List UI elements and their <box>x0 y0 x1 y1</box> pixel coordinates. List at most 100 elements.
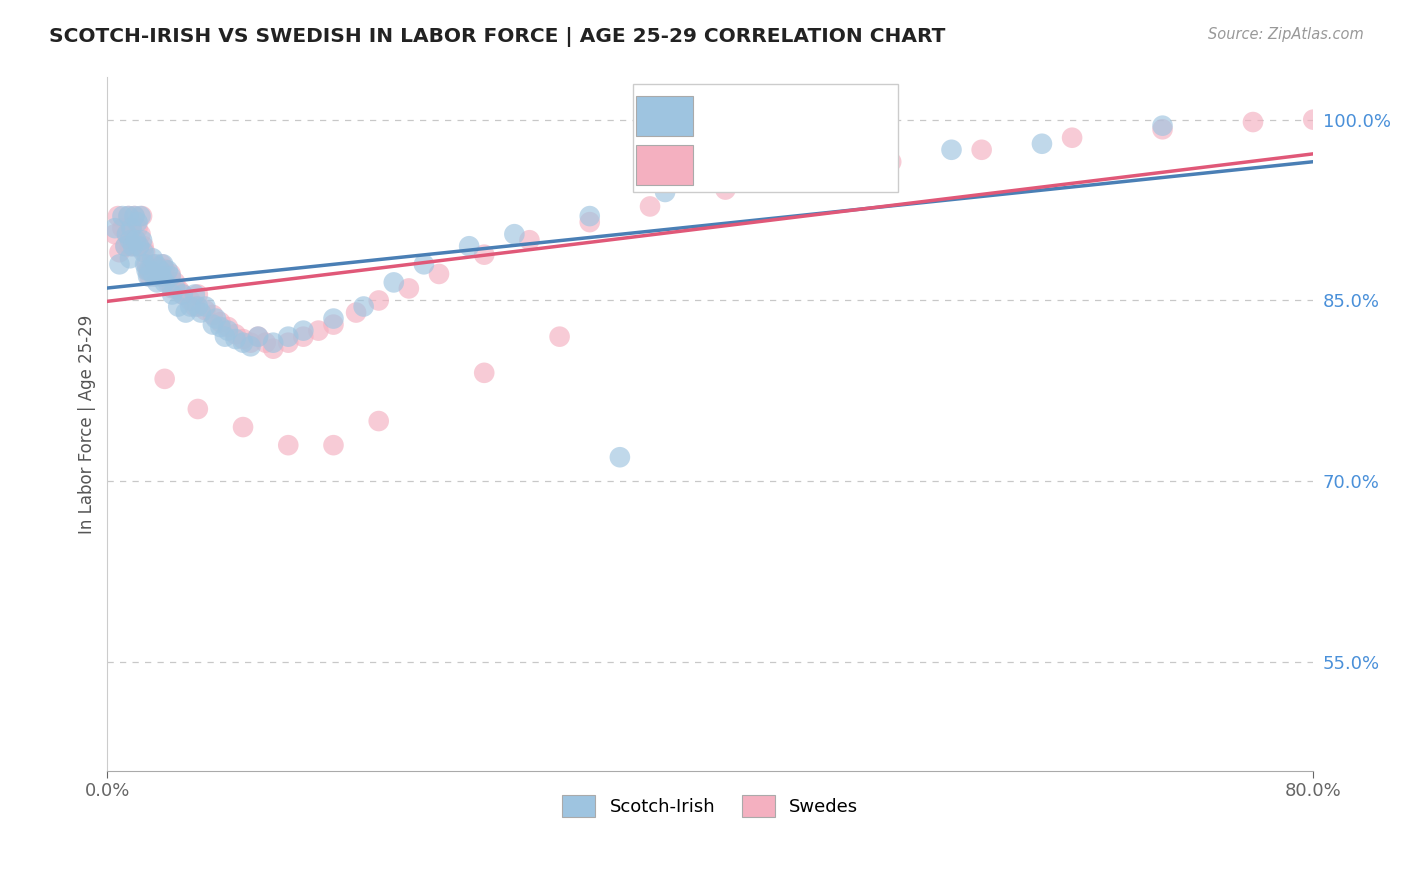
Point <box>187 402 209 417</box>
Point <box>638 199 661 213</box>
Point <box>179 300 201 314</box>
Point <box>115 227 138 242</box>
Text: Source: ZipAtlas.com: Source: ZipAtlas.com <box>1208 27 1364 42</box>
Point <box>143 263 166 277</box>
Point <box>1241 115 1264 129</box>
Point <box>472 366 495 380</box>
Point <box>136 269 159 284</box>
Point <box>654 185 676 199</box>
Point <box>128 239 150 253</box>
Point <box>136 263 159 277</box>
Point <box>232 335 254 350</box>
Point <box>322 311 344 326</box>
Point <box>1062 130 1084 145</box>
Point <box>159 267 181 281</box>
Point <box>127 221 149 235</box>
Point <box>138 269 160 284</box>
Point <box>194 300 217 314</box>
Point <box>217 324 239 338</box>
Point <box>132 245 155 260</box>
Point <box>121 221 143 235</box>
Point <box>239 339 262 353</box>
Point <box>149 267 172 281</box>
Point <box>262 342 284 356</box>
Point <box>160 287 183 301</box>
Point <box>156 276 179 290</box>
Point <box>150 257 173 271</box>
Text: R = 0.553   N = 77: R = 0.553 N = 77 <box>710 150 882 169</box>
Point <box>108 245 131 260</box>
Legend: Scotch-Irish, Swedes: Scotch-Irish, Swedes <box>555 788 866 824</box>
Point <box>790 167 813 181</box>
Point <box>247 329 270 343</box>
Point <box>145 257 167 271</box>
Point <box>209 320 232 334</box>
Point <box>413 257 436 271</box>
Point <box>344 305 367 319</box>
Point <box>128 239 150 253</box>
Point <box>277 438 299 452</box>
Point <box>134 257 156 271</box>
Point <box>232 420 254 434</box>
Point <box>139 263 162 277</box>
Point <box>135 257 157 271</box>
Point <box>503 227 526 242</box>
Point <box>172 287 194 301</box>
Point <box>209 315 232 329</box>
Point <box>104 227 127 242</box>
Point <box>132 239 155 253</box>
Point <box>117 209 139 223</box>
Point <box>239 335 262 350</box>
Point <box>548 329 571 343</box>
Point <box>187 300 209 314</box>
Point <box>131 233 153 247</box>
Point <box>609 450 631 465</box>
Point <box>179 293 201 308</box>
Point <box>578 215 600 229</box>
Point <box>108 257 131 271</box>
Point <box>146 276 169 290</box>
Point <box>1152 119 1174 133</box>
Point <box>277 335 299 350</box>
Point <box>353 300 375 314</box>
Point <box>307 324 329 338</box>
Point <box>146 260 169 274</box>
Point <box>472 248 495 262</box>
Point <box>849 154 872 169</box>
Point <box>322 318 344 332</box>
Point <box>519 233 541 247</box>
Point <box>427 267 450 281</box>
Point <box>138 263 160 277</box>
Point <box>142 252 165 266</box>
Point <box>114 239 136 253</box>
Point <box>190 305 212 319</box>
Point <box>880 154 903 169</box>
Point <box>129 209 152 223</box>
Point <box>156 263 179 277</box>
Text: SCOTCH-IRISH VS SWEDISH IN LABOR FORCE | AGE 25-29 CORRELATION CHART: SCOTCH-IRISH VS SWEDISH IN LABOR FORCE |… <box>49 27 946 46</box>
Point <box>111 209 134 223</box>
Point <box>217 320 239 334</box>
Point <box>145 269 167 284</box>
Point <box>205 311 228 326</box>
Point <box>122 239 145 253</box>
Point <box>104 221 127 235</box>
Point <box>578 209 600 223</box>
Point <box>131 209 153 223</box>
Point <box>149 263 172 277</box>
Point <box>122 233 145 247</box>
Point <box>398 281 420 295</box>
Point <box>165 276 187 290</box>
Point <box>117 209 139 223</box>
Point <box>714 183 737 197</box>
Point <box>1031 136 1053 151</box>
Point <box>129 227 152 242</box>
Point <box>225 327 247 342</box>
Point <box>201 318 224 332</box>
Point <box>153 276 176 290</box>
Point <box>167 300 190 314</box>
Y-axis label: In Labor Force | Age 25-29: In Labor Force | Age 25-29 <box>79 315 96 533</box>
Point <box>159 269 181 284</box>
Text: R = 0.407   N = 67: R = 0.407 N = 67 <box>710 98 880 116</box>
Point <box>121 221 143 235</box>
